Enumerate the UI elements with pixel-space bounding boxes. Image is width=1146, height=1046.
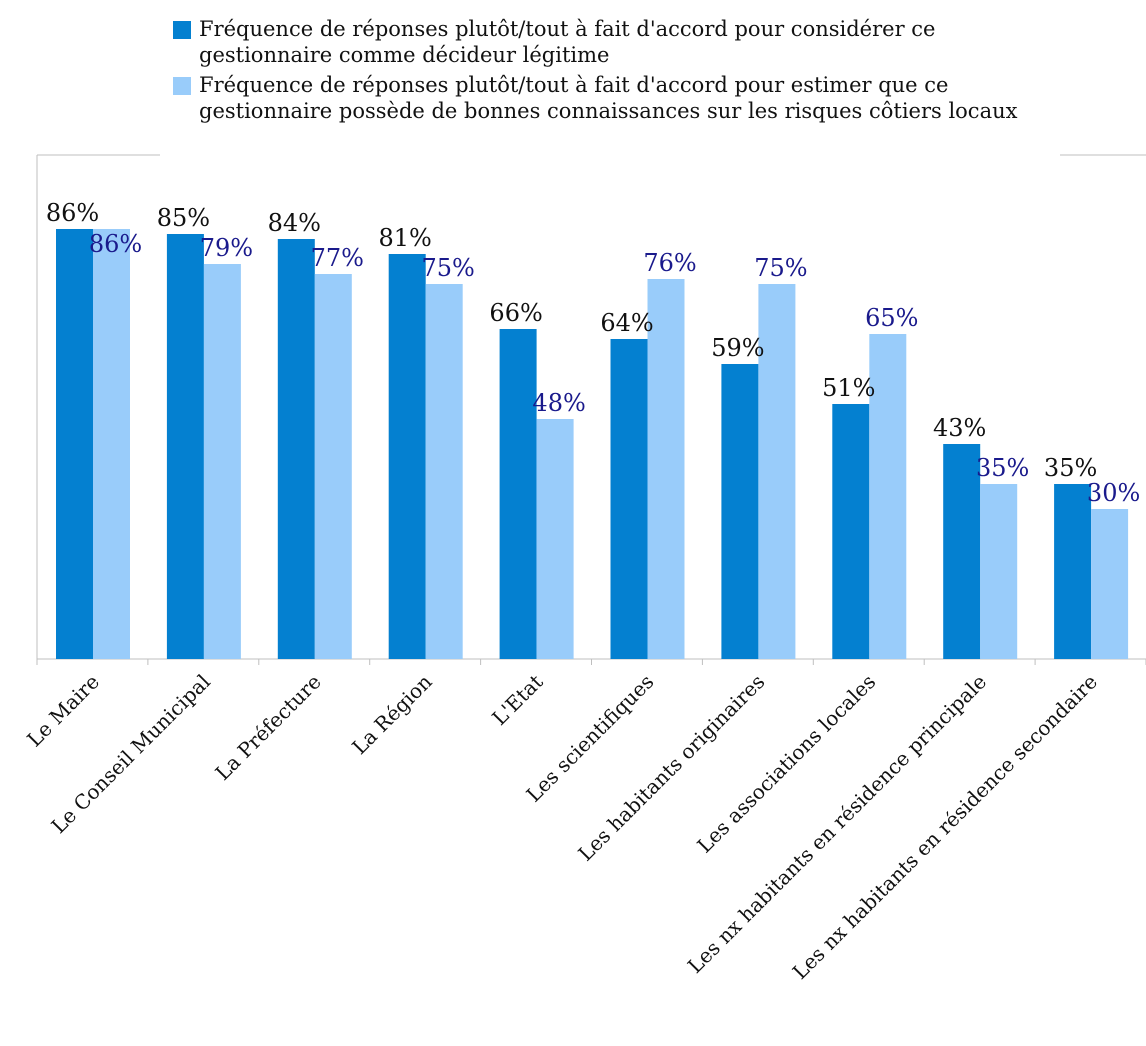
bar-series-1-7 (832, 404, 870, 659)
data-label-series-1-0: 86% (46, 199, 99, 227)
x-tick-label-7: Les associations locales (692, 670, 880, 858)
data-label-series-1-9: 35% (1044, 454, 1097, 482)
bar-series-2-6 (758, 284, 796, 659)
data-label-series-2-9: 30% (1087, 479, 1140, 507)
bar-series-1-6 (721, 364, 759, 659)
data-label-series-1-1: 85% (157, 204, 210, 232)
data-label-series-1-7: 51% (822, 374, 875, 402)
bar-series-1-1 (166, 234, 204, 659)
data-label-series-2-5: 76% (643, 249, 696, 277)
data-label-series-2-3: 75% (422, 254, 475, 282)
data-label-series-2-0: 86% (89, 230, 142, 258)
bar-series-2-3 (425, 284, 463, 659)
bar-series-2-1 (203, 264, 241, 659)
bar-series-1-8 (943, 444, 981, 659)
legend-item-series-1: Fréquence de réponses plutôt/tout à fait… (173, 16, 1053, 68)
data-label-series-1-8: 43% (933, 414, 986, 442)
data-label-series-2-8: 35% (976, 454, 1029, 482)
data-label-series-2-4: 48% (532, 389, 585, 417)
bar-series-2-5 (647, 279, 685, 659)
bar-series-2-2 (314, 274, 352, 659)
legend-label-series-2: Fréquence de réponses plutôt/tout à fait… (199, 73, 1018, 123)
bar-series-2-4 (536, 419, 574, 659)
bar-series-1-5 (610, 339, 648, 659)
legend-item-series-2: Fréquence de réponses plutôt/tout à fait… (173, 72, 1053, 124)
bar-series-1-0 (56, 229, 93, 659)
data-label-series-1-5: 64% (600, 309, 653, 337)
data-label-series-2-2: 77% (311, 244, 364, 272)
bar-series-2-0 (93, 229, 130, 659)
legend-label-series-1: Fréquence de réponses plutôt/tout à fait… (199, 17, 936, 67)
bar-series-1-2 (277, 239, 315, 659)
x-tick-label-0: Le Maire (22, 670, 104, 752)
data-label-series-1-2: 84% (268, 209, 321, 237)
bar-series-2-7 (869, 334, 907, 659)
data-label-series-2-1: 79% (200, 234, 253, 262)
data-label-series-1-6: 59% (711, 334, 764, 362)
bar-series-1-3 (388, 254, 426, 659)
data-label-series-2-6: 75% (754, 254, 807, 282)
legend-swatch-series-2 (173, 77, 191, 95)
bar-series-2-9 (1091, 509, 1129, 659)
data-label-series-2-7: 65% (865, 304, 918, 332)
x-tick-label-6: Les habitants originaires (573, 670, 769, 866)
x-tick-label-2: La Préfecture (210, 670, 325, 785)
bar-series-2-8 (980, 484, 1018, 659)
bar-series-1-9 (1054, 484, 1092, 659)
x-tick-label-3: La Région (347, 669, 437, 759)
bar-series-1-4 (499, 329, 537, 659)
legend-swatch-series-1 (173, 21, 191, 39)
data-label-series-1-4: 66% (489, 299, 542, 327)
data-label-series-1-3: 81% (379, 224, 432, 252)
x-tick-label-4: L'Etat (487, 670, 547, 730)
legend: Fréquence de réponses plutôt/tout à fait… (173, 16, 1053, 128)
